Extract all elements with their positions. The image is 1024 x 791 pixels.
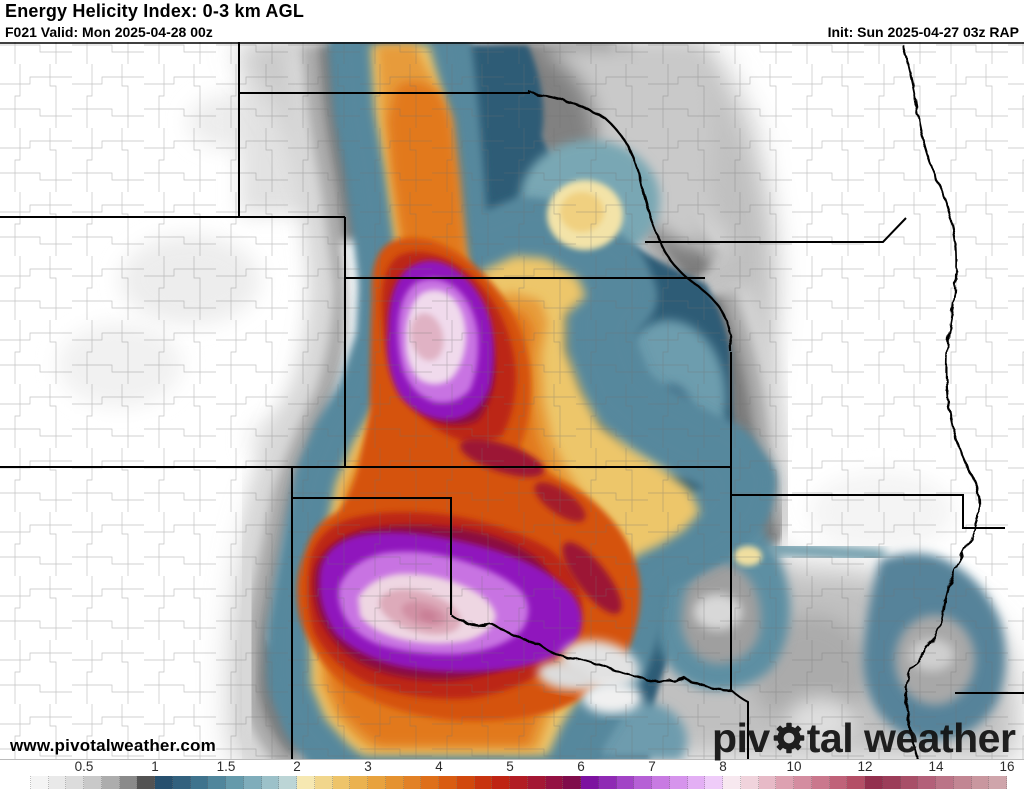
missouri-river [529,91,733,353]
colorbar-segment [865,776,883,789]
colorbar-segment [758,776,777,789]
colorbar-segment [776,776,794,789]
colorbar-ticks: 0.5 1 1.5 2 3 4 5 6 7 8 10 12 14 16 [0,759,1024,776]
colorbar-tick-label: 12 [857,759,873,774]
colorbar-segment [226,776,244,789]
colorbar-segment [581,776,599,789]
colorbar-segment [101,776,120,789]
colorbar-segment [172,776,191,789]
colorbar-segment [297,776,315,789]
colorbar-segment [350,776,368,789]
colorbar-segment [137,776,155,789]
colorbar-tick-label: 1 [151,759,159,774]
colorbar-segment [279,776,297,789]
website-watermark: www.pivotalweather.com [10,736,216,755]
border-ok-ar [730,467,749,760]
colorbar [13,776,1007,789]
colorbar-tick-label: 16 [999,759,1015,774]
colorbar-tick-label: 7 [648,759,656,774]
colorbar-segment [403,776,422,789]
colorbar-segment [634,776,652,789]
colorbar-segment [30,776,49,789]
colorbar-segment [953,776,972,789]
colorbar-segment [545,776,564,789]
colorbar-segment [190,776,209,789]
colorbar-segment [510,776,528,789]
colorbar-segment [66,776,84,789]
colorbar-segment [740,776,759,789]
colorbar-segment [971,776,990,789]
colorbar-tick-label: 10 [786,759,802,774]
colorbar-segment [492,776,510,789]
init-time-label: Init: Sun 2025-04-27 03z RAP [827,24,1019,40]
colorbar-segment [598,776,617,789]
valid-time-label: F021 Valid: Mon 2025-04-28 00z [5,24,213,40]
colorbar-segment [900,776,919,789]
colorbar-segment [811,776,830,789]
colorbar-tick-label: 5 [506,759,514,774]
colorbar-tick-label: 0.5 [74,759,94,774]
colorbar-segment [456,776,475,789]
colorbar-segment [669,776,688,789]
river-borders [450,44,981,760]
colorbar-segment [119,776,138,789]
gear-icon [772,718,806,765]
colorbar-segment [705,776,723,789]
colorbar-segment [687,776,706,789]
border-ia-mo [645,217,907,243]
state-borders [0,42,1024,760]
logo-text-suffix: tal weather [806,715,1016,761]
colorbar-segment [84,776,102,789]
colorbar-segment [563,776,581,789]
colorbar-segment [794,776,812,789]
colorbar-segment [48,776,67,789]
colorbar-segment [385,776,404,789]
colorbar-segment [208,776,226,789]
colorbar-segment [155,776,173,789]
colorbar-segment [652,776,670,789]
colorbar-segment [527,776,546,789]
colorbar-segment [13,776,31,789]
colorbar-segment [936,776,954,789]
colorbar-segment [918,776,936,789]
colorbar-tick-label: 2 [293,759,301,774]
colorbar-segment [847,776,865,789]
colorbar-segment [261,776,280,789]
logo-text-prefix: piv [712,715,770,761]
border-mo-ar [731,494,1005,529]
border-ok-tx-panhandle [292,497,452,615]
colorbar-tick-label: 1.5 [216,759,236,774]
colorbar-tick-label: 6 [577,759,585,774]
colorbar-tick-label: 3 [364,759,372,774]
colorbar-segment [332,776,351,789]
weather-map [0,42,1024,760]
colorbar-segment [243,776,262,789]
colorbar-segment [474,776,493,789]
colorbar-segment [723,776,741,789]
page-title: Energy Helicity Index: 0-3 km AGL [5,1,305,21]
colorbar-segment [368,776,386,789]
colorbar-segment [882,776,901,789]
red-river [450,614,732,692]
colorbar-segment [829,776,848,789]
colorbar-tick-label: 8 [719,759,727,774]
colorbar-segment [616,776,635,789]
colorbar-tick-label: 14 [928,759,944,774]
pivotal-weather-logo: piv tal weather [712,712,1016,765]
colorbar-segment [439,776,457,789]
colorbar-segment [989,776,1007,789]
colorbar-segment [314,776,333,789]
header: Energy Helicity Index: 0-3 km AGL F021 V… [0,0,1024,42]
county-grid [0,42,1024,760]
mississippi-river [901,44,981,760]
colorbar-tick-label: 4 [435,759,443,774]
colorbar-segment [421,776,439,789]
